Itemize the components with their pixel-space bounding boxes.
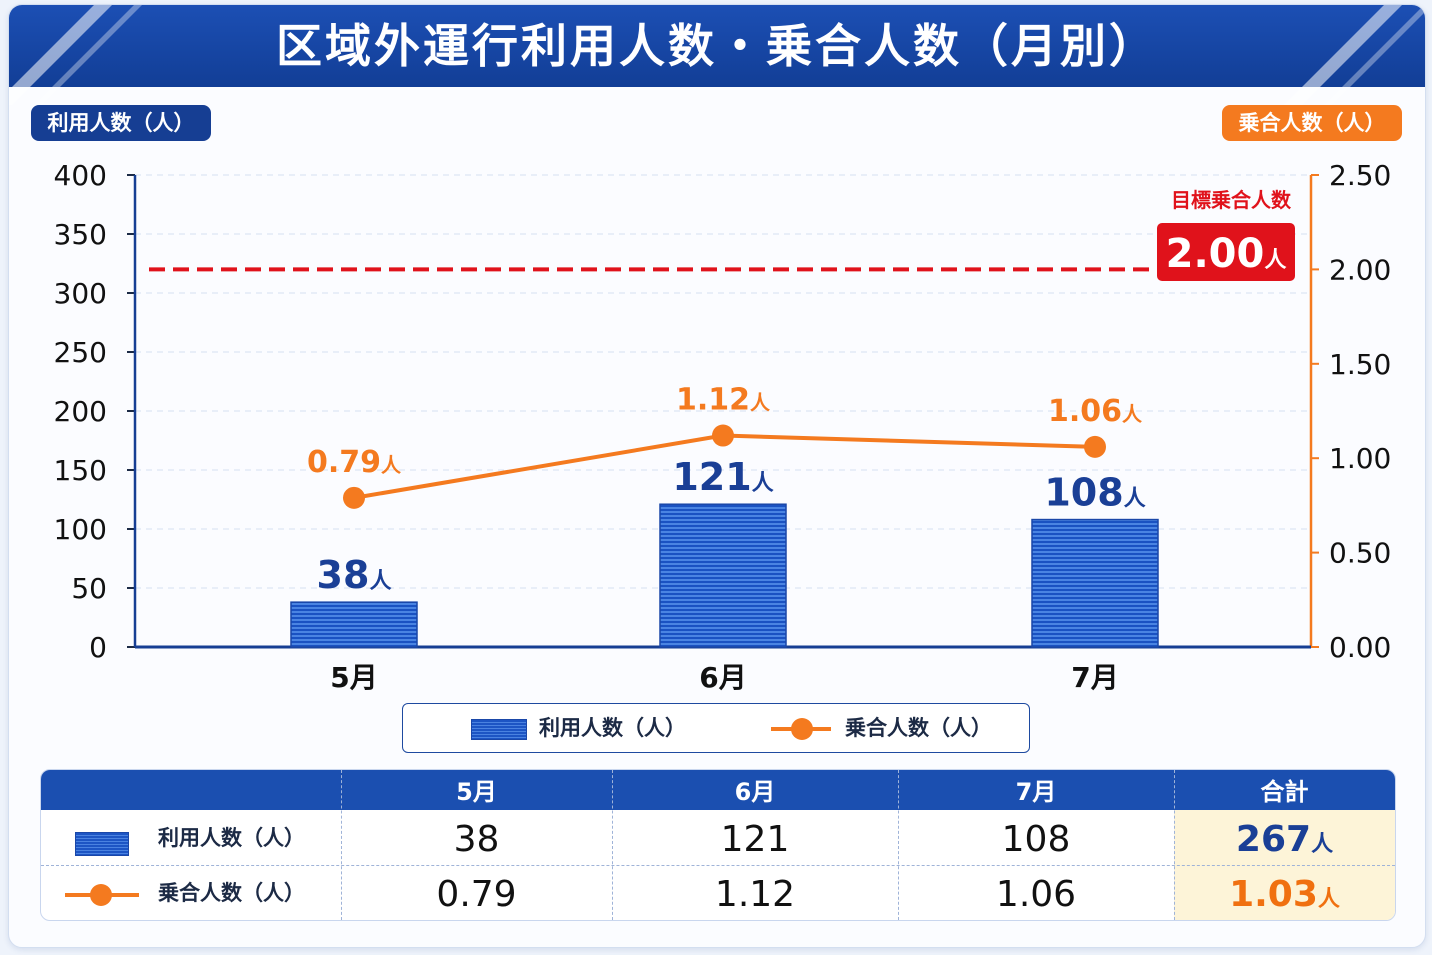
table-cell: 121 — [720, 819, 790, 860]
left-tick-label: 400 — [54, 159, 107, 192]
total-cell: 267人 — [1174, 810, 1395, 865]
bar-usage — [659, 503, 787, 648]
table-divider — [1174, 770, 1175, 920]
legend: 利用人数（人） 乗合人数（人） — [402, 703, 1030, 753]
left-tick-label: 350 — [54, 218, 107, 251]
line-data-label: 1.12人 — [676, 383, 771, 418]
target-label: 目標乗合人数 — [1171, 188, 1292, 212]
x-tick-label: 5月 — [330, 661, 377, 694]
legend-bar-swatch — [471, 719, 527, 740]
left-tick-label: 150 — [54, 454, 107, 487]
x-tick-label: 6月 — [699, 661, 746, 694]
left-tick-label: 300 — [54, 277, 107, 310]
table-divider — [612, 770, 613, 920]
bar-usage — [290, 601, 418, 648]
bar-usage — [1031, 518, 1159, 648]
left-tick-label: 100 — [54, 513, 107, 546]
table-header-cell: 5月 — [456, 778, 497, 806]
table-header-cell: 合計 — [1260, 778, 1309, 806]
table-cell: 38 — [453, 819, 500, 860]
right-tick-label: 2.00 — [1329, 253, 1391, 286]
left-tick-label: 250 — [54, 336, 107, 369]
total-cell: 1.03人 — [1174, 865, 1395, 920]
left-tick-label: 200 — [54, 395, 107, 428]
combo-chart: 0 50 100 150 200 250 300 350 400 0.00 0.50 1.00 1.50… — [54, 159, 1392, 694]
table-cell: 1.12 — [714, 874, 796, 915]
bar-data-label: 38人 — [317, 553, 392, 597]
row-dot-swatch — [90, 884, 112, 906]
total-value: 267 — [1235, 819, 1312, 860]
target-value-box — [1157, 223, 1295, 281]
title-banner: 区域外運行利用人数・乗合人数（月別） — [9, 5, 1425, 105]
table-header-cell: 7月 — [1015, 778, 1057, 806]
total-value: 1.03 — [1229, 874, 1318, 915]
line-data-label: 1.06人 — [1048, 394, 1143, 429]
bar-data-label: 121人 — [672, 455, 773, 499]
page-title: 区域外運行利用人数・乗合人数（月別） — [276, 19, 1158, 73]
left-tick-label: 50 — [71, 572, 107, 605]
x-tick-label: 7月 — [1071, 661, 1118, 694]
right-tick-label: 2.50 — [1329, 159, 1391, 192]
table-cell: 0.79 — [436, 874, 517, 915]
left-axis-label: 利用人数（人） — [31, 105, 211, 141]
table-row-label: 乗合人数（人） — [158, 881, 305, 905]
table-divider — [898, 770, 899, 920]
line-point — [1084, 435, 1106, 458]
table-row-divider — [41, 865, 1395, 866]
right-tick-label: 0.50 — [1329, 537, 1391, 570]
legend-label-ride: 乗合人数（人） — [845, 716, 992, 740]
summary-table: 5月 6月 7月 合計 利用人数（人） 38 121 108 267人 乗合人数… — [40, 769, 1396, 921]
legend-dot-swatch — [791, 718, 813, 740]
line-point — [343, 486, 365, 509]
unit-label: 人 — [1317, 887, 1340, 912]
legend-label-usage: 利用人数（人） — [539, 716, 686, 740]
bar-data-label: 108人 — [1044, 471, 1145, 515]
table-cell: 1.06 — [995, 874, 1077, 915]
table-cell: 108 — [1001, 819, 1071, 860]
table-header: 5月 6月 7月 合計 — [41, 770, 1395, 810]
left-tick-label: 0 — [89, 631, 107, 664]
table-divider — [341, 770, 342, 920]
table-row-label: 利用人数（人） — [158, 826, 305, 850]
right-tick-label: 0.00 — [1329, 631, 1391, 664]
chart-card: 区域外運行利用人数・乗合人数（月別） 利用人数（人） 乗合人数（人） 0 50 10… — [8, 4, 1426, 948]
right-tick-label: 1.00 — [1329, 442, 1391, 475]
table-header-cell: 6月 — [734, 778, 776, 806]
line-point — [712, 424, 734, 447]
line-data-label: 0.79人 — [307, 445, 402, 480]
unit-label: 人 — [1311, 832, 1334, 857]
right-axis-label: 乗合人数（人） — [1222, 105, 1402, 141]
row-bar-swatch — [75, 832, 129, 856]
right-tick-label: 1.50 — [1329, 348, 1391, 381]
